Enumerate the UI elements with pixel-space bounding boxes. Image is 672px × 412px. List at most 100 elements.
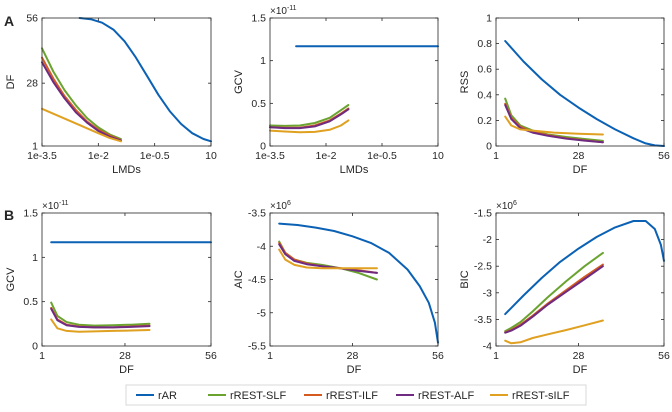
legend-label-rrest-alf: rREST-ALF: [418, 390, 475, 402]
y-axis-label: GCV: [5, 267, 17, 292]
y-tick-label: 0: [260, 141, 266, 153]
axes-frame: [41, 212, 212, 347]
y-tick-label: 0: [486, 141, 492, 153]
y-tick-label: -5: [257, 307, 266, 319]
y-tick-label: 1: [486, 13, 492, 25]
series-group: [269, 45, 439, 134]
axis-multiplier-base: ×10: [270, 201, 287, 212]
series-line-rar: [78, 17, 212, 143]
y-tick-label: 0.8: [477, 38, 492, 50]
series-line-rar: [504, 220, 665, 316]
series-line-rrest-slf: [50, 301, 151, 327]
series-line-rrest-silf: [269, 119, 350, 134]
axis-multiplier: ×106: [270, 200, 291, 212]
series-line-rrest-alf: [504, 104, 604, 144]
x-tick-label: 28: [573, 350, 585, 362]
y-axis-label: DF: [5, 74, 17, 89]
x-tick-label: 1e-0.5: [367, 150, 397, 162]
series-line-rrest-alf: [50, 307, 151, 329]
y-tick-label: 28: [26, 78, 38, 90]
x-tick-label: 1e-2: [88, 150, 109, 162]
axis-multiplier-exponent: 6: [513, 200, 517, 207]
y-tick-label: 0: [32, 341, 38, 353]
axes-frame: [269, 17, 439, 147]
y-tick-label: 0.4: [477, 89, 492, 101]
chart-a3-rss-vs-df: 1 28 56 0 0.2 0.4 0.6 0.8 1 DF RSS: [459, 13, 670, 177]
series-group: [504, 40, 665, 147]
y-tick-label: 1.5: [23, 208, 38, 220]
y-tick-label: 0.5: [251, 98, 266, 110]
chart-b3-bic-vs-df: 1 28 56 -4 -3.5 -3 -2.5 -2 -1.5 DF BIC ×106: [459, 200, 670, 376]
axis-multiplier-exponent: -11: [59, 200, 69, 207]
series-line-rrest-slf: [504, 251, 604, 333]
x-tick-label: 56: [205, 350, 217, 362]
legend-label-rar: rAR: [158, 390, 177, 402]
legend: rAR rREST-SLF rREST-ILF rREST-ALF rREST-sILF: [125, 384, 587, 406]
legend-label-rrest-silf: rREST-sILF: [512, 390, 570, 402]
x-axis-label: LMDs: [340, 164, 369, 176]
y-axis-label: BIC: [459, 270, 471, 288]
y-tick-label: 1: [32, 252, 38, 264]
series-line-rrest-silf: [504, 115, 604, 136]
y-tick-label: -4: [483, 341, 492, 353]
series-line-rrest-slf: [41, 47, 122, 140]
y-tick-label: -3.5: [248, 208, 266, 220]
x-tick-label: 1: [267, 350, 273, 362]
series-line-rar: [504, 40, 665, 147]
axis-multiplier: ×10-11: [42, 200, 69, 212]
legend-label-rrest-slf: rREST-SLF: [230, 390, 287, 402]
series-group: [41, 17, 212, 143]
axis-multiplier-exponent: -11: [287, 5, 297, 12]
y-tick-label: 0.6: [477, 64, 492, 76]
panel-letter-a: A: [4, 13, 14, 29]
y-tick-label: 1: [260, 55, 266, 67]
axes-frame: [495, 212, 665, 347]
chart-a1-df-vs-lmds: 1e-3.5 1e-2 1e-0.5 10 1 28 56 LMDs DF: [5, 13, 217, 177]
x-tick-label: 1: [493, 150, 499, 162]
series-group: [50, 241, 212, 333]
x-tick-label: 10: [432, 150, 444, 162]
series-line-rrest-ilf: [41, 56, 122, 142]
x-tick-label: 1e-2: [315, 150, 336, 162]
y-tick-label: -4: [257, 241, 266, 253]
x-axis-label: DF: [347, 364, 362, 376]
series-line-rrest-alf: [278, 243, 378, 274]
x-axis-label: LMDs: [112, 164, 141, 176]
series-line-rrest-alf: [41, 61, 122, 142]
series-group: [278, 222, 439, 344]
x-tick-label: 10: [205, 150, 217, 162]
series-line-rrest-silf: [504, 319, 604, 345]
y-tick-label: -3.5: [474, 314, 492, 326]
y-tick-label: -2.5: [474, 261, 492, 273]
axis-multiplier: ×106: [496, 200, 517, 212]
chart-b2-aic-vs-df: 1 28 56 -5.5 -5 -4.5 -4 -3.5 DF AIC ×106: [233, 200, 444, 376]
x-tick-label: 28: [573, 150, 585, 162]
y-tick-label: 1: [32, 141, 38, 153]
plot-area: [496, 18, 664, 146]
plot-area: [270, 213, 438, 346]
y-tick-label: -2: [483, 234, 492, 246]
x-tick-label: 56: [658, 350, 670, 362]
axis-multiplier: ×10-11: [270, 5, 297, 17]
x-axis-label: DF: [573, 364, 588, 376]
x-tick-label: 28: [347, 350, 359, 362]
y-tick-label: 56: [26, 13, 38, 25]
axis-multiplier-exponent: 6: [287, 200, 291, 207]
y-tick-label: 0.5: [23, 296, 38, 308]
chart-b1-gcv-vs-df: 1 28 56 0 0.5 1 1.5 DF GCV ×10-11: [5, 200, 217, 376]
axis-multiplier-base: ×10: [270, 6, 287, 17]
y-tick-label: -3: [483, 287, 492, 299]
x-tick-label: 1e-3.5: [255, 150, 285, 162]
axes-frame: [495, 17, 665, 147]
x-axis-label: DF: [573, 164, 588, 176]
x-tick-label: 1e-0.5: [140, 150, 170, 162]
axes-frame: [41, 17, 212, 147]
y-tick-label: -1.5: [474, 208, 492, 220]
y-axis-label: RSS: [459, 71, 471, 94]
series-group: [504, 220, 665, 345]
series-line-rrest-alf: [269, 108, 350, 130]
y-tick-label: -5.5: [248, 341, 266, 353]
x-tick-label: 28: [119, 350, 131, 362]
series-line-rrest-silf: [41, 107, 122, 143]
series-line-rrest-slf: [269, 104, 350, 127]
